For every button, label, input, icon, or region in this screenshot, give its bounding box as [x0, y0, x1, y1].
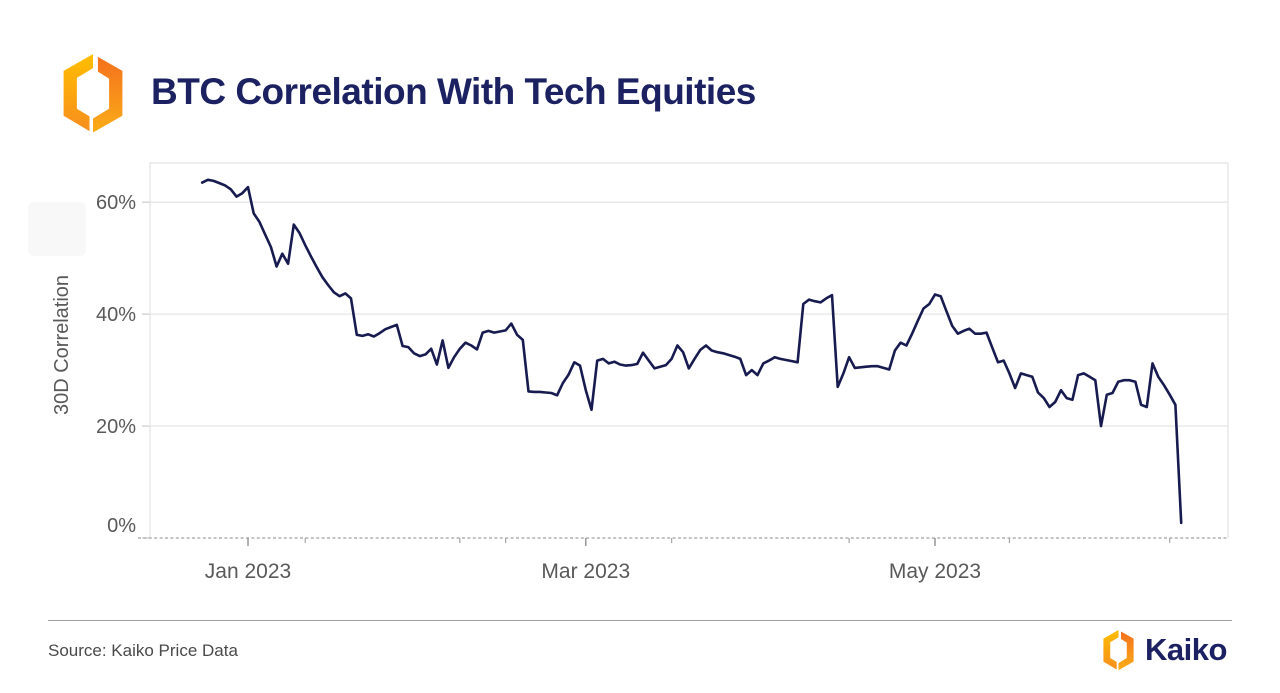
source-caption: Source: Kaiko Price Data — [48, 641, 238, 660]
x-tick-label: Jan 2023 — [205, 560, 291, 583]
y-tick-label: 40% — [96, 304, 136, 326]
y-axis-title: 30D Correlation — [51, 275, 73, 415]
kaiko-wordmark: Kaiko — [1145, 632, 1227, 667]
page-title: BTC Correlation With Tech Equities — [151, 71, 756, 112]
kaiko-logo-icon — [1103, 630, 1134, 671]
y-tick-label: 0% — [107, 515, 136, 537]
x-tick-label: Mar 2023 — [541, 560, 630, 583]
kaiko-logo-icon — [63, 54, 123, 133]
header: BTC Correlation With Tech Equities — [0, 0, 1280, 150]
y-tick-label: 60% — [96, 192, 136, 214]
x-tick-label: May 2023 — [889, 560, 981, 583]
series-line — [200, 178, 1183, 525]
plot-border — [149, 162, 1229, 538]
kaiko-brand-lockup: Kaiko — [1100, 628, 1250, 672]
footer-divider — [48, 620, 1232, 621]
watermark-block — [28, 202, 86, 256]
y-tick-label: 20% — [96, 416, 136, 438]
